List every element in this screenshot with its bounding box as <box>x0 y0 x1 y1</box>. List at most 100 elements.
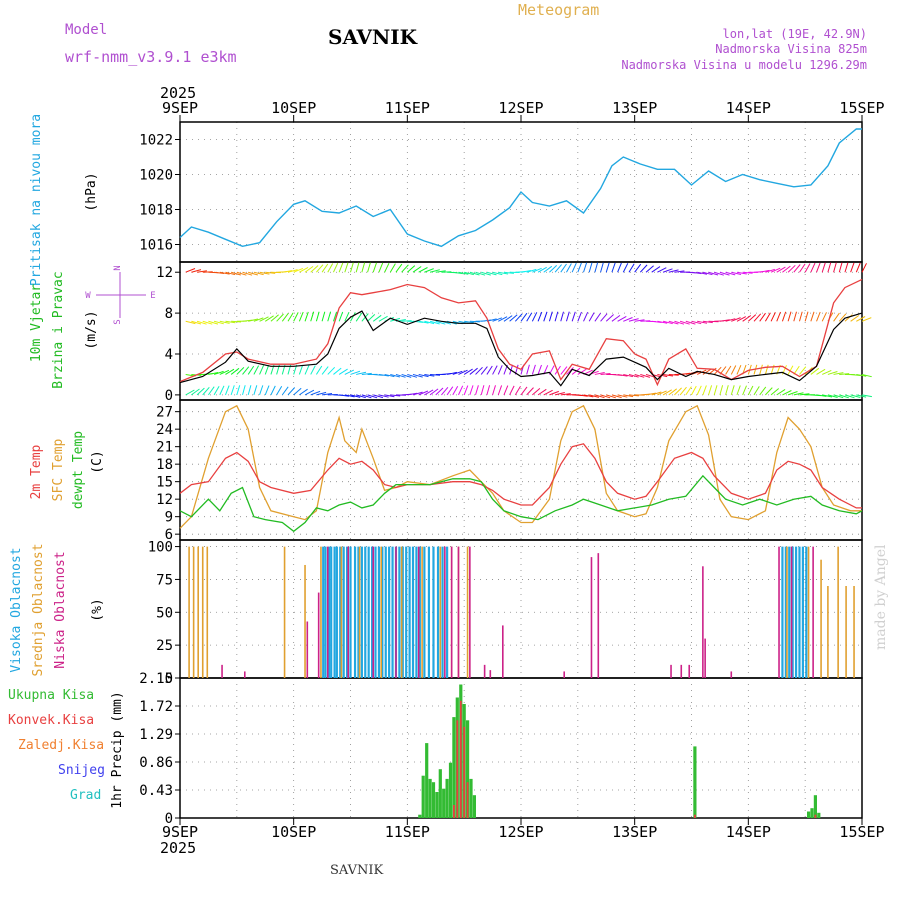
wind-arrow <box>276 386 283 396</box>
wind-arrow <box>248 318 259 322</box>
wind-arrow <box>725 365 732 375</box>
legend-total: Ukupna Kisa <box>8 688 94 703</box>
xtick-label-bottom: 10SEP <box>271 823 316 841</box>
wind-arrow <box>304 389 315 396</box>
wind-arrow <box>617 262 622 273</box>
wind-arrow <box>344 311 350 322</box>
wind-arrow <box>458 271 469 275</box>
wind-arrow <box>565 311 570 322</box>
wind-arrow <box>589 394 600 398</box>
wind-arrow <box>577 311 582 322</box>
wind-arrow <box>526 268 537 273</box>
wind-arrow <box>492 271 503 276</box>
xtick-label-bottom: 13SEP <box>612 823 657 841</box>
wind-arrow <box>355 262 360 273</box>
wind-arrow <box>492 317 503 322</box>
wind-arrow <box>452 370 463 375</box>
wind-arrow <box>549 390 559 396</box>
ytick-label-4: 2.15 <box>139 671 173 687</box>
precip-bar-total <box>445 778 449 818</box>
wind-arrow <box>742 315 752 322</box>
wind-arrow <box>594 394 605 399</box>
wind-arrow <box>304 311 309 322</box>
wind-arrow <box>497 385 503 396</box>
wind-arrow <box>259 316 269 322</box>
wind-arrow <box>736 365 742 375</box>
wind-arrow <box>588 262 593 273</box>
wind-arrow <box>674 320 685 325</box>
precip-bar-total <box>418 814 422 818</box>
ytick-label-2: 6 <box>165 527 173 543</box>
wind-arrow <box>594 312 602 322</box>
wind-arrow <box>810 262 816 273</box>
wind-arrow <box>185 320 196 325</box>
wind-arrow <box>702 385 707 396</box>
wind-arrow <box>736 316 747 322</box>
ytick-label-4: 0 <box>165 811 173 827</box>
wind-arrow <box>583 311 589 322</box>
wind-arrow <box>344 394 355 398</box>
wind-ylabel-2: Brzina i Pravac <box>51 271 66 388</box>
wind-arrow <box>736 271 747 275</box>
wind-arrow <box>856 373 867 377</box>
wind-arrow <box>497 365 503 375</box>
xtick-label-bottom: 15SEP <box>839 823 884 841</box>
wind-arrow <box>861 373 872 378</box>
wind-arrow <box>799 393 810 396</box>
wind-arrow <box>231 271 241 276</box>
wind-arrow <box>350 312 356 322</box>
wind-arrow <box>242 366 250 375</box>
wind-arrow <box>293 312 299 322</box>
wind-arrow <box>298 364 304 375</box>
footer-station: SAVNIK <box>330 863 384 878</box>
wind-arrow <box>543 389 553 396</box>
wind-arrow <box>480 385 485 396</box>
wind-arrow <box>344 369 355 375</box>
wind-arrow <box>782 390 792 396</box>
precip-bar-total <box>817 812 821 818</box>
wind-arrow <box>708 271 719 276</box>
wind-arrow <box>822 369 832 375</box>
wind-arrow <box>787 311 792 322</box>
wind-arrow <box>395 373 406 378</box>
wind-arrow <box>731 317 741 322</box>
wind-arrow <box>401 264 409 273</box>
ytick-label-2: 27 <box>156 405 173 421</box>
wind-arrow <box>191 320 202 325</box>
wind-arrow <box>628 373 639 378</box>
temp-sfc-line <box>179 404 862 529</box>
wind-arrow <box>191 269 202 273</box>
wind-arrow <box>322 393 333 396</box>
wind-arrow <box>566 367 574 375</box>
wind-arrow <box>281 386 289 396</box>
wind-arrow <box>668 320 679 325</box>
wind-ylabel-1: 10m Vjetar <box>29 284 44 362</box>
precip-bar-total <box>466 720 470 818</box>
precip-yunit: (mm) <box>110 691 125 722</box>
wind-arrow <box>759 386 767 396</box>
year-bottom: 2025 <box>160 839 196 857</box>
legend-frozen: Zaledj.Kisa <box>18 738 104 753</box>
wind-arrow <box>236 367 245 375</box>
xtick-label-top: 10SEP <box>271 99 316 117</box>
wind-arrow <box>839 394 849 399</box>
wind-arrow <box>816 262 821 273</box>
wind-arrow <box>566 263 572 273</box>
altitude-text: Nadmorska Visina 825m <box>715 42 867 56</box>
wind-arrow <box>429 320 440 325</box>
wind-arrow <box>299 388 308 396</box>
wind-arrow <box>270 385 276 396</box>
wind-arrow <box>225 385 230 396</box>
ytick-label-3: 75 <box>156 572 173 588</box>
wind-arrow <box>702 320 713 324</box>
wind-arrow <box>679 386 687 396</box>
precip-bar-total <box>452 717 456 818</box>
wind-arrow <box>332 311 338 322</box>
wind-arrow <box>191 388 200 396</box>
wind-arrow <box>316 264 324 273</box>
wind-arrow <box>509 385 515 396</box>
precip-bar-total <box>431 782 436 818</box>
wind-arrow <box>640 373 651 378</box>
wind-arrow <box>225 271 236 276</box>
ytick-label-1: 4 <box>165 347 173 363</box>
